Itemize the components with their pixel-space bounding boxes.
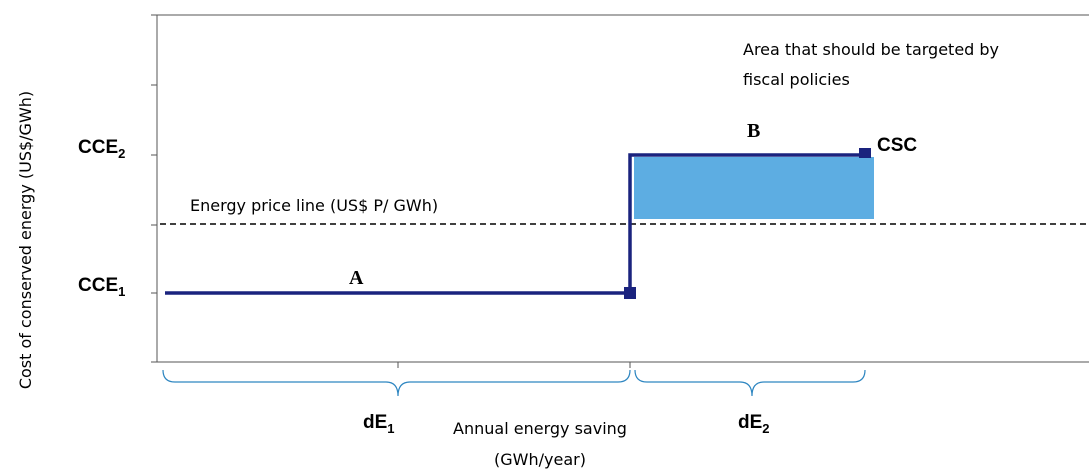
text: dE	[738, 412, 762, 433]
level-label: CCE1	[78, 275, 125, 299]
x-axis-label: (GWh/year)	[494, 450, 586, 469]
annotation: fiscal policies	[743, 70, 850, 89]
annotation: Area that should be targeted by	[743, 40, 999, 59]
x-axis-label: Annual energy saving	[453, 419, 627, 438]
level-label: CCE2	[78, 137, 125, 161]
target-area	[634, 157, 874, 219]
subscript: 1	[387, 421, 394, 436]
cost-curve	[165, 153, 865, 295]
segment-label: B	[747, 120, 760, 142]
text: dE	[363, 412, 387, 433]
point	[859, 148, 871, 158]
interval-label: dE2	[738, 412, 770, 436]
text: CCE	[78, 137, 118, 158]
point	[624, 287, 636, 299]
subscript: 2	[118, 146, 125, 161]
price-line-label: Energy price line (US$ P/ GWh)	[190, 196, 438, 215]
interval-label: dE1	[363, 412, 395, 436]
subscript: 2	[762, 421, 769, 436]
text: CCE	[78, 275, 118, 296]
end-label: CSC	[877, 135, 917, 156]
axes	[151, 14, 1089, 368]
braces	[162, 369, 866, 397]
segment-label: A	[349, 267, 364, 289]
subscript: 1	[118, 284, 125, 299]
y-axis-label: Cost of conserved energy (US$/GWh)	[16, 91, 35, 389]
